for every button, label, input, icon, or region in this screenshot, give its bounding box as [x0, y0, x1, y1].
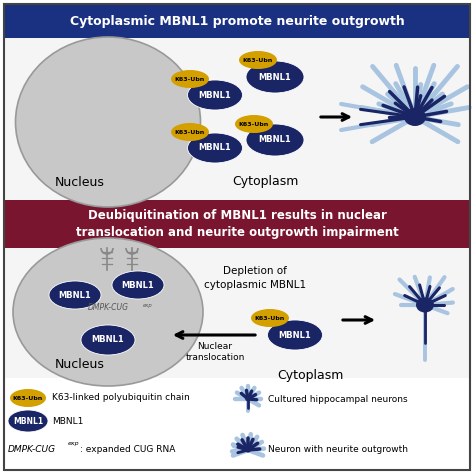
Text: MBNL1: MBNL1 [13, 417, 43, 426]
Ellipse shape [10, 389, 46, 407]
Text: K63-Ubn: K63-Ubn [175, 76, 205, 82]
Ellipse shape [245, 397, 251, 401]
Text: MBNL1: MBNL1 [199, 144, 231, 153]
Text: K63-Ubn: K63-Ubn [13, 395, 43, 401]
Text: Cytoplasm: Cytoplasm [232, 175, 298, 189]
Ellipse shape [49, 281, 101, 309]
Text: Deubiquitination of MBNL1 results in nuclear
translocation and neurite outgrowth: Deubiquitination of MBNL1 results in nuc… [76, 209, 398, 239]
Text: Cytoplasmic MBNL1 promote neurite outgrowth: Cytoplasmic MBNL1 promote neurite outgro… [70, 15, 404, 27]
FancyBboxPatch shape [4, 200, 470, 248]
FancyBboxPatch shape [4, 4, 470, 38]
Text: Cytoplasm: Cytoplasm [277, 368, 343, 382]
Text: K63-linked polyubiquitin chain: K63-linked polyubiquitin chain [52, 393, 190, 402]
Ellipse shape [188, 80, 243, 110]
Text: Nucleus: Nucleus [55, 175, 105, 189]
Text: MBNL1: MBNL1 [52, 417, 83, 426]
Text: MBNL1: MBNL1 [91, 336, 124, 345]
Text: MBNL1: MBNL1 [122, 281, 155, 290]
Text: exp: exp [68, 441, 80, 447]
Ellipse shape [188, 133, 243, 163]
Ellipse shape [171, 70, 209, 88]
Ellipse shape [251, 309, 289, 327]
Text: DMPK-CUG: DMPK-CUG [8, 445, 56, 454]
Ellipse shape [8, 410, 48, 432]
Text: DMPK-CUG: DMPK-CUG [88, 303, 128, 312]
FancyBboxPatch shape [4, 38, 470, 200]
Text: Depletion of
cytoplasmic MBNL1: Depletion of cytoplasmic MBNL1 [204, 266, 306, 290]
Text: K63-Ubn: K63-Ubn [239, 121, 269, 127]
Ellipse shape [245, 447, 251, 453]
Text: Nuclear
translocation: Nuclear translocation [185, 342, 245, 362]
Text: MBNL1: MBNL1 [59, 291, 91, 300]
Text: Nucleus: Nucleus [55, 358, 105, 372]
Ellipse shape [246, 124, 304, 156]
FancyBboxPatch shape [4, 248, 470, 378]
Text: MBNL1: MBNL1 [259, 73, 292, 82]
Text: Neuron with neurite outgrowth: Neuron with neurite outgrowth [268, 446, 408, 455]
Ellipse shape [171, 123, 209, 141]
Text: K63-Ubn: K63-Ubn [175, 129, 205, 135]
Ellipse shape [404, 108, 426, 126]
Ellipse shape [81, 325, 135, 355]
Ellipse shape [13, 238, 203, 386]
Ellipse shape [246, 61, 304, 93]
Text: exp: exp [143, 302, 153, 308]
Text: K63-Ubn: K63-Ubn [255, 316, 285, 320]
Ellipse shape [416, 298, 434, 312]
Ellipse shape [239, 51, 277, 69]
Text: Cultured hippocampal neurons: Cultured hippocampal neurons [268, 394, 408, 403]
Text: K63-Ubn: K63-Ubn [243, 57, 273, 63]
Ellipse shape [235, 115, 273, 133]
Ellipse shape [267, 320, 322, 350]
Ellipse shape [112, 271, 164, 299]
Text: MBNL1: MBNL1 [259, 136, 292, 145]
Text: MBNL1: MBNL1 [199, 91, 231, 100]
Ellipse shape [16, 37, 201, 207]
Text: MBNL1: MBNL1 [279, 330, 311, 339]
Text: : expanded CUG RNA: : expanded CUG RNA [80, 445, 175, 454]
